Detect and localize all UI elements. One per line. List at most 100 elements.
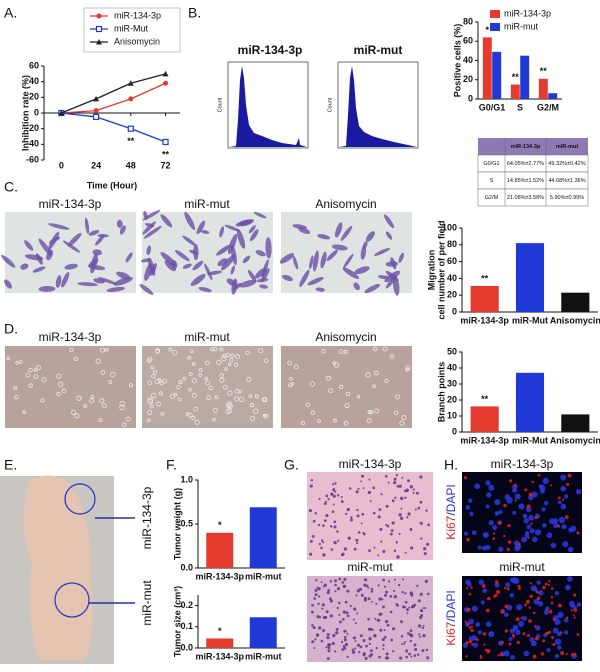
nucleus [389,532,393,536]
image-label: miR-134-3p [491,457,554,471]
nucleus [518,620,525,627]
nucleus [322,553,326,557]
nucleus [346,632,349,635]
marker [93,108,99,114]
cell [401,415,407,421]
nucleus [367,597,371,601]
nucleus [336,530,339,533]
nucleus [399,656,403,660]
y-tick-label: -40 [26,139,39,149]
nucleus [319,616,322,619]
cell [149,263,157,276]
nucleus [361,512,365,516]
nucleus [342,645,346,649]
nucleus [567,546,574,553]
ki67 [567,473,572,478]
nucleus [508,637,513,642]
ki67 [526,634,530,637]
cell [246,377,252,382]
cell [253,211,267,219]
panel-label: D. [4,321,18,337]
cell [206,395,212,401]
nucleus [480,600,485,605]
cell [191,392,197,398]
nucleus [385,652,389,656]
cell [399,420,405,426]
nucleus [347,536,351,540]
nucleus [424,607,427,610]
nucleus [468,498,473,503]
nucleus [398,484,402,488]
legend-label: miR-mut [504,21,538,31]
nucleus [498,509,503,514]
bar [470,285,499,312]
y-tick-label: 20 [447,394,457,404]
ki67 [466,537,470,542]
nucleus [330,492,334,496]
panel-label: B. [188,5,201,21]
nucleus [369,627,373,631]
nucleus [541,507,546,512]
cell [187,412,193,418]
ki67 [504,604,509,609]
ki67 [494,580,499,584]
marker [96,39,102,45]
nucleus [383,635,387,639]
bar [548,93,558,99]
nucleus [356,514,360,518]
nucleus [338,577,342,581]
nucleus [419,500,423,504]
nucleus [382,644,385,647]
ki67 [550,484,553,487]
ki67 [528,492,533,497]
cell [366,418,372,424]
cell [227,362,232,366]
nucleus [370,590,374,593]
cell [193,406,199,412]
cell [373,346,378,352]
ki67 [550,601,554,605]
nucleus [343,635,347,639]
cell [210,347,215,352]
nucleus [314,593,318,597]
cell [282,274,293,282]
nucleus [485,480,491,486]
cell [61,388,67,394]
nucleus [416,584,419,588]
cell [168,347,173,352]
legend-label: miR-134-3p [114,10,161,20]
nucleus [478,579,484,585]
nucleus [385,590,389,594]
cell [372,384,376,388]
nucleus [570,525,577,532]
nucleus [468,618,475,625]
nucleus [316,615,320,619]
nucleus [329,580,333,583]
cell [189,249,198,255]
ki67 [528,619,532,623]
cell [255,250,266,257]
y-tick-label: 30 [447,378,457,388]
cell [25,372,31,378]
nucleus [549,518,555,525]
nucleus [322,628,326,633]
nucleus [311,640,315,644]
cell [22,410,26,415]
nucleus [569,603,574,608]
y-axis-label: Tumor size (cm³) [172,586,182,657]
nucleus [465,505,471,510]
nucleus [509,592,515,598]
cell [307,277,324,286]
nucleus [427,523,430,527]
nucleus [309,552,313,556]
cell [238,219,253,227]
cell [84,217,90,234]
cell [63,240,81,253]
cell [88,229,100,236]
nucleus [368,549,371,553]
y-tick-label: 80 [463,16,473,26]
cell [204,376,209,381]
nucleus [563,617,569,623]
stain-label: Ki67/DAPI [444,590,458,645]
marker [162,70,169,77]
